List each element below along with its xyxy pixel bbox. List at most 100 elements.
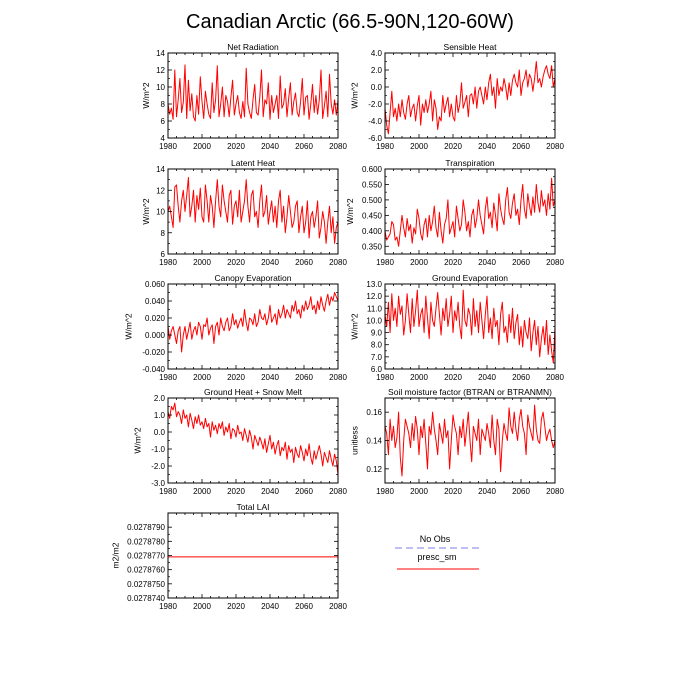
series-presc-sm-canopy-evaporation [167,292,339,353]
x-tick-label: 2060 [295,258,313,267]
y-tick-label: 4.0 [371,49,383,58]
y-tick-label: 0.14 [366,437,382,446]
x-tick-label: 2020 [444,373,462,382]
x-tick-label: 2080 [546,487,564,496]
x-tick-label: 2000 [410,373,428,382]
x-tick-label: 2020 [227,373,245,382]
y-tick-label: 12 [156,186,165,195]
y-tick-label: 0.0278760 [127,566,165,575]
y-tick-label: 0.500 [362,196,383,205]
x-tick-label: 1980 [159,487,177,496]
series-presc-sm-net-radiation [167,64,339,122]
y-tick-label: 0.0278790 [127,523,165,532]
legend-label-presc-sm: presc_sm [417,552,456,562]
y-tick-label: 0.0278750 [127,580,165,589]
x-tick-label: 2080 [546,142,564,151]
x-tick-label: 2020 [227,602,245,611]
plot-frame [167,512,339,599]
y-tick-label: 6 [161,250,166,259]
x-tick-label: 2060 [295,373,313,382]
x-tick-label: 2060 [295,487,313,496]
x-tick-label: 2040 [261,258,279,267]
y-tick-label: 2.0 [154,394,166,403]
y-axis-label: W/m^2 [345,198,355,224]
y-tick-label: 0.000 [145,331,166,340]
x-tick-label: 1980 [376,487,394,496]
x-tick-label: 2000 [193,373,211,382]
x-tick-label: 2080 [329,373,347,382]
y-axis-label: W/m^2 [141,198,151,224]
panel-title: Ground Heat + Snow Melt [204,387,303,397]
y-axis-label: W/m^2 [349,313,359,339]
x-tick-label: 2000 [410,142,428,151]
panel-ground-evaporation: 1980 2000 2020 2040 2060 2080 6.0 7.0 8.0 9.0 10.0… [349,273,564,382]
y-tick-label: 2.0 [371,66,383,75]
legend: No Obs presc_sm [395,534,479,570]
y-tick-label: -1.0 [151,445,165,454]
panel-net-radiation: 1980 2000 2020 2040 2060 2080 4 6 8 10 12 14 Net Rad… [141,42,347,151]
x-tick-label: 2040 [478,258,496,267]
x-tick-label: 2020 [227,487,245,496]
y-tick-label: 6.0 [371,365,383,374]
x-tick-label: 2020 [227,258,245,267]
y-axis-label: m2/m2 [110,542,120,568]
y-tick-label: 0.12 [366,465,382,474]
y-tick-label: 13.0 [366,280,382,289]
y-tick-label: -4.0 [368,117,382,126]
panel-soil-moisture-factor-btran-or-btranmn: 1980 2000 2020 2040 2060 2080 0.12 0.14 0.16 Soil… [349,387,564,496]
x-tick-label: 2080 [329,258,347,267]
plot-frame [167,397,339,484]
y-tick-label: 0.0 [371,83,383,92]
y-tick-label: 0.450 [362,211,383,220]
y-tick-label: -6.0 [368,134,382,143]
series-presc-sm-ground-evaporation [384,289,556,364]
x-tick-label: 2040 [261,373,279,382]
x-tick-label: 1980 [159,373,177,382]
y-tick-label: 10 [156,208,165,217]
y-tick-label: -3.0 [151,479,165,488]
series-presc-sm-sensible-heat [384,61,556,135]
panel-ground-heat-snow-melt: 1980 2000 2020 2040 2060 2080 -3.0 -2.0 -1.0 0.0 1… [132,387,347,496]
y-tick-label: 8.0 [371,341,383,350]
x-tick-label: 2000 [193,142,211,151]
y-tick-label: 12.0 [366,292,382,301]
panel-latent-heat: 1980 2000 2020 2040 2060 2080 6 8 10 12 14 Latent H… [141,158,347,267]
x-tick-label: 2020 [444,142,462,151]
x-tick-label: 2020 [444,487,462,496]
y-tick-label: -0.040 [142,365,165,374]
x-tick-label: 2000 [193,487,211,496]
series-presc-sm-latent-heat [167,177,339,244]
x-tick-label: 2080 [329,487,347,496]
panel-title: Latent Heat [231,158,276,168]
legend-label-no-obs: No Obs [420,534,451,544]
x-tick-label: 2040 [478,487,496,496]
x-tick-label: 2040 [261,602,279,611]
plots: 1980 2000 2020 2040 2060 2080 4 6 8 10 12 14 Net Rad… [110,42,564,611]
y-tick-label: 0.0 [154,428,166,437]
y-tick-label: 11.0 [367,304,383,313]
y-tick-label: 8 [161,229,166,238]
x-tick-label: 2040 [261,487,279,496]
x-tick-label: 2060 [512,373,530,382]
x-tick-label: 1980 [376,373,394,382]
x-tick-label: 2000 [193,258,211,267]
x-tick-label: 2080 [546,373,564,382]
x-tick-label: 1980 [376,258,394,267]
y-tick-label: -0.020 [142,348,165,357]
x-tick-label: 2000 [410,487,428,496]
x-tick-label: 2040 [478,373,496,382]
y-tick-label: 10 [156,83,165,92]
panel-title: Soil moisture factor (BTRAN or BTRANMN) [388,387,552,397]
y-axis-label: W/m^2 [124,313,134,339]
panel-title: Ground Evaporation [432,273,508,283]
y-tick-label: 0.600 [362,165,383,174]
y-axis-label: unitless [349,426,359,455]
y-axis-label: W/m^2 [349,82,359,108]
x-tick-label: 2080 [329,602,347,611]
series-presc-sm-transpiration [384,177,556,247]
x-tick-label: 2060 [512,142,530,151]
y-tick-label: 4 [161,134,166,143]
panel-transpiration: 1980 2000 2020 2040 2060 2080 0.350 0.400 0.450 0… [345,158,564,267]
y-tick-label: 12 [156,66,165,75]
